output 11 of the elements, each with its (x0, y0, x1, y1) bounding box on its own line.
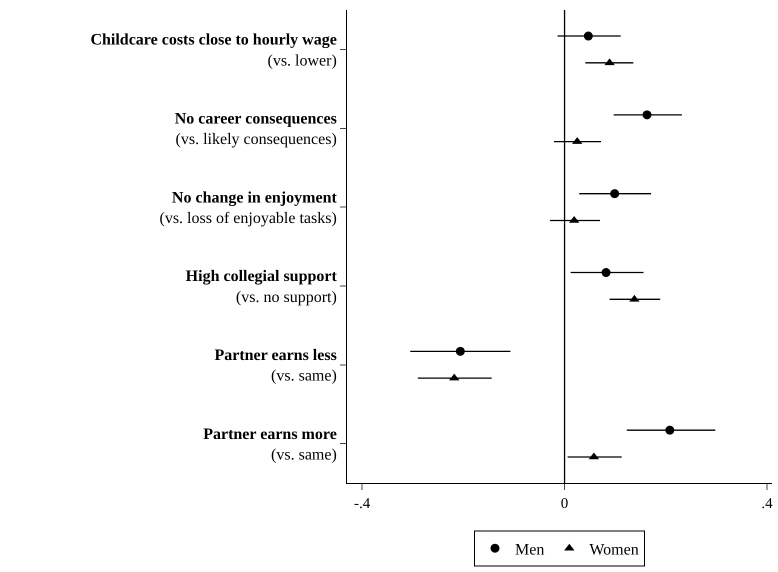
y-tick-label: Childcare costs close to hourly wage (vs. lower) (90, 32, 337, 70)
x-tick-label: -.4 (354, 496, 371, 512)
legend-label: Men (515, 541, 544, 558)
y-tick-label: Partner earns less (vs. same) (214, 346, 337, 385)
y-tick-label: No career consequences (vs. likely consequences) (174, 110, 337, 148)
y-tick-label: No change in enjoyment (vs. loss of enjoyable tasks) (159, 189, 338, 228)
x-tick-label: .4 (761, 496, 774, 512)
y-tick-label: High collegial support (vs. no support) (186, 268, 338, 306)
x-tick-label: 0 (560, 496, 568, 512)
y-tick-label: Partner earns more (vs. same) (203, 426, 337, 464)
legend-label: Women (589, 541, 639, 558)
